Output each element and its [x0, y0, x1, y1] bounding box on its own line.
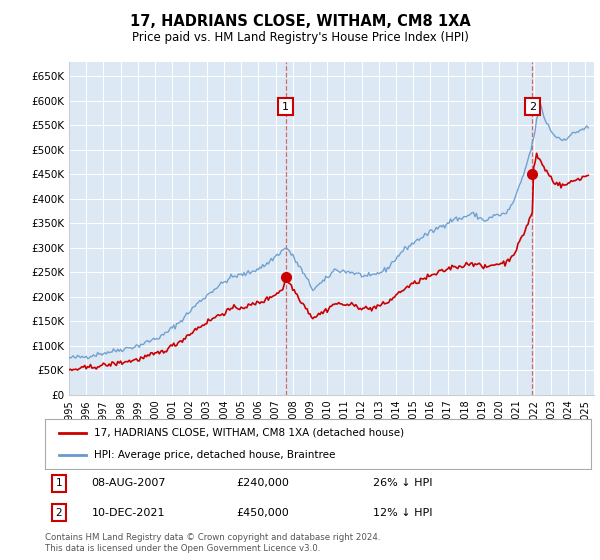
Text: 1: 1	[282, 101, 289, 111]
Text: 12% ↓ HPI: 12% ↓ HPI	[373, 508, 432, 518]
Text: 2: 2	[529, 101, 536, 111]
Text: £450,000: £450,000	[236, 508, 289, 518]
Text: 26% ↓ HPI: 26% ↓ HPI	[373, 478, 432, 488]
Text: £240,000: £240,000	[236, 478, 289, 488]
Text: 17, HADRIANS CLOSE, WITHAM, CM8 1XA (detached house): 17, HADRIANS CLOSE, WITHAM, CM8 1XA (det…	[94, 428, 404, 438]
Text: HPI: Average price, detached house, Braintree: HPI: Average price, detached house, Brai…	[94, 450, 335, 460]
Text: 10-DEC-2021: 10-DEC-2021	[91, 508, 165, 518]
Text: 2: 2	[55, 508, 62, 518]
Text: 08-AUG-2007: 08-AUG-2007	[91, 478, 166, 488]
Text: 1: 1	[55, 478, 62, 488]
Text: Price paid vs. HM Land Registry's House Price Index (HPI): Price paid vs. HM Land Registry's House …	[131, 31, 469, 44]
Text: Contains HM Land Registry data © Crown copyright and database right 2024.
This d: Contains HM Land Registry data © Crown c…	[45, 533, 380, 553]
Text: 17, HADRIANS CLOSE, WITHAM, CM8 1XA: 17, HADRIANS CLOSE, WITHAM, CM8 1XA	[130, 14, 470, 29]
